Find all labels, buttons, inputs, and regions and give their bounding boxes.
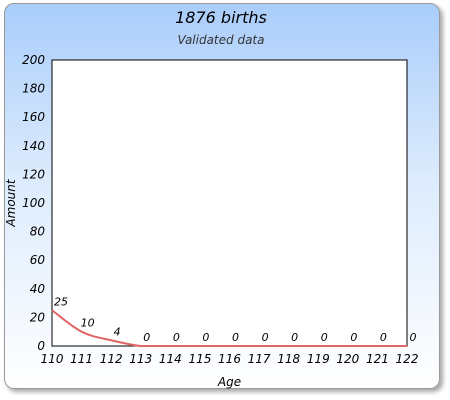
x-axis-label: Age [217, 375, 241, 389]
data-label: 4 [114, 325, 121, 338]
y-tick-label: 160 [22, 110, 45, 124]
series-line [51, 309, 407, 347]
x-axis-ticks: 110 111 112 113 114 115 116 117 118 119 120 121 122 [41, 352, 419, 366]
data-labels: 25 10 4 0 0 0 0 0 0 0 0 0 0 [54, 295, 417, 344]
data-label: 0 [321, 331, 328, 344]
x-tick-label: 119 [307, 352, 330, 366]
y-tick-label: 20 [30, 310, 46, 324]
data-label: 0 [262, 331, 269, 344]
x-tick-label: 112 [100, 352, 123, 366]
data-label: 0 [143, 331, 150, 344]
chart-title: 1876 births [175, 8, 267, 27]
x-tick-label: 118 [277, 352, 300, 366]
x-tick-label: 116 [218, 352, 241, 366]
data-label: 0 [232, 331, 239, 344]
y-axis-ticks: 0 20 40 60 80 100 120 140 160 180 200 [22, 53, 45, 353]
data-label: 0 [202, 331, 209, 344]
chart-subtitle: Validated data [178, 33, 265, 47]
data-label: 0 [291, 331, 298, 344]
x-tick-label: 122 [396, 352, 419, 366]
x-tick-label: 121 [366, 352, 389, 366]
x-tick-label: 111 [70, 352, 93, 366]
x-tick-label: 120 [336, 352, 359, 366]
y-tick-label: 180 [22, 82, 45, 96]
data-label: 0 [173, 331, 180, 344]
y-tick-label: 120 [22, 167, 45, 181]
x-tick-label: 113 [129, 352, 152, 366]
data-label: 0 [380, 331, 387, 344]
data-label: 0 [410, 331, 417, 344]
data-label: 25 [54, 295, 68, 308]
x-tick-label: 114 [159, 352, 182, 366]
x-tick-label: 110 [41, 352, 64, 366]
y-tick-label: 200 [22, 53, 45, 67]
y-tick-label: 80 [30, 225, 46, 239]
plot-area [51, 59, 408, 347]
data-label: 10 [81, 317, 95, 330]
y-tick-label: 140 [22, 139, 45, 153]
y-axis-label: Amount [4, 178, 18, 227]
x-tick-label: 115 [188, 352, 211, 366]
y-tick-label: 0 [37, 339, 45, 353]
y-tick-label: 100 [22, 196, 45, 210]
data-label: 0 [350, 331, 357, 344]
x-tick-label: 117 [248, 352, 271, 366]
y-tick-label: 60 [30, 253, 46, 267]
y-tick-label: 40 [30, 282, 46, 296]
